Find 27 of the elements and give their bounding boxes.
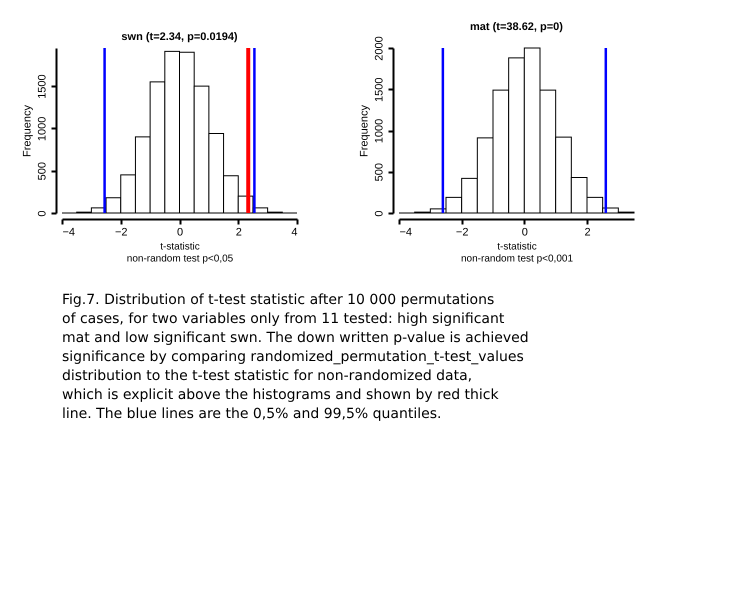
y-tick-label: 1000 — [374, 118, 386, 144]
x-axis-title: t-statistic — [497, 242, 537, 252]
y-tick-label: 0 — [36, 210, 48, 217]
y-tick-label: 2000 — [374, 36, 386, 61]
y-axis-title: Frequency — [22, 104, 34, 157]
chart-title: swn (t=2.34, p=0.0194) — [121, 31, 238, 43]
x-tick-label: 2 — [236, 226, 242, 238]
y-tick-label: 0 — [374, 210, 386, 217]
y-tick-label: 1000 — [36, 116, 48, 142]
y-tick-label: 500 — [374, 163, 386, 182]
x-tick-label: −2 — [114, 226, 128, 238]
x-axis-title: t-statistic — [160, 242, 200, 252]
y-tick-label: 1500 — [374, 78, 386, 102]
text: non-random test p<0,001 — [460, 254, 574, 264]
x-tick-label: 2 — [584, 226, 591, 238]
x-tick-label: −4 — [62, 226, 76, 238]
x-tick-label: 0 — [176, 226, 184, 238]
x-tick-label: −4 — [400, 226, 412, 238]
chart-title: mat (t=38.62, p=0) — [470, 20, 564, 33]
x-tick-label: 4 — [291, 226, 298, 238]
y-tick-label: 500 — [36, 162, 48, 180]
text: non-random test p<0,05 — [126, 254, 234, 264]
x-tick-label: −2 — [456, 226, 468, 238]
y-tick-label: 1500 — [36, 74, 48, 99]
x-tick-label: 0 — [522, 226, 528, 238]
y-axis-title: Frequency — [358, 104, 370, 157]
caption: Fig.7. Distribution of t-test statistic after 10 000 permutations of cases, for two variables only from 11 tested: high significant mat and low significant swn. The down written p-value is achieved significance by comparing randomized_permutation_t-test_values distribution to the t-test statistic for non-randomized data, which is explicit above the histograms and shown by red thick line. The blue lines are the 0,5% and 99,5% quantiles. — [62, 292, 529, 422]
